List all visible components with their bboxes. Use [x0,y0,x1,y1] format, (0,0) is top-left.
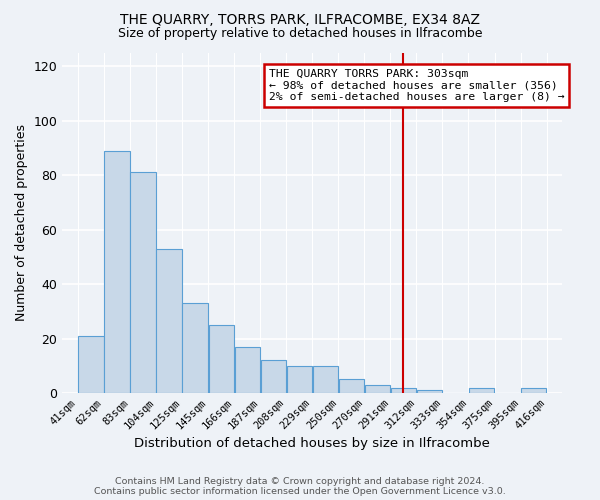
Bar [104,150,130,393]
Bar [338,380,364,393]
Bar [157,248,182,393]
Bar [182,303,208,393]
Bar [235,346,260,393]
Bar [313,366,338,393]
Bar [365,385,390,393]
X-axis label: Distribution of detached houses by size in Ilfracombe: Distribution of detached houses by size … [134,437,490,450]
Bar [391,388,416,393]
Bar [521,388,546,393]
Bar [79,336,104,393]
Text: THE QUARRY, TORRS PARK, ILFRACOMBE, EX34 8AZ: THE QUARRY, TORRS PARK, ILFRACOMBE, EX34… [120,12,480,26]
Bar [287,366,312,393]
Bar [209,325,234,393]
Bar [260,360,286,393]
Text: Contains HM Land Registry data © Crown copyright and database right 2024.
Contai: Contains HM Land Registry data © Crown c… [94,476,506,496]
Bar [417,390,442,393]
Text: Size of property relative to detached houses in Ilfracombe: Size of property relative to detached ho… [118,28,482,40]
Y-axis label: Number of detached properties: Number of detached properties [15,124,28,321]
Bar [130,172,155,393]
Text: THE QUARRY TORRS PARK: 303sqm
← 98% of detached houses are smaller (356)
2% of s: THE QUARRY TORRS PARK: 303sqm ← 98% of d… [269,69,565,102]
Bar [469,388,494,393]
